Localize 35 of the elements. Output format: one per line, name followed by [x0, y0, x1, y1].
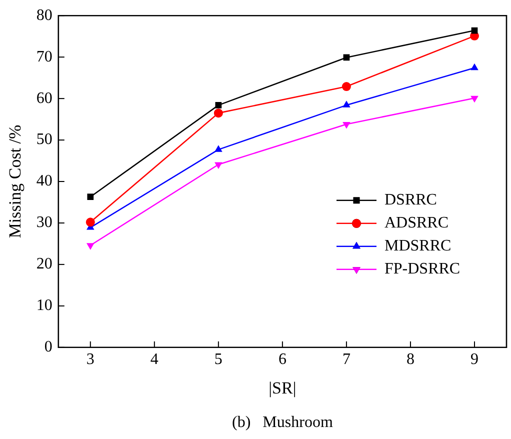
point	[342, 82, 351, 92]
x-tick-label: 3	[86, 351, 94, 368]
x-tick-label: 6	[278, 351, 286, 368]
y-tick-label: 60	[36, 90, 52, 107]
legend-label: MDSRRC	[384, 238, 452, 255]
point	[470, 63, 478, 70]
legend-label: DSRRC	[384, 192, 437, 209]
legend-label: FP-DSRRC	[384, 260, 460, 278]
point	[86, 243, 94, 250]
point	[214, 145, 222, 152]
point	[86, 218, 95, 227]
point	[214, 108, 223, 118]
point	[215, 102, 222, 108]
y-axis-title: Missing Cost /%	[6, 124, 25, 238]
y-tick-label: 0	[44, 338, 52, 356]
point	[214, 162, 222, 169]
y-tick-label: 30	[36, 214, 52, 232]
y-tick-label: 80	[36, 6, 52, 24]
y-tick-label: 40	[36, 172, 52, 190]
x-tick-label: 8	[406, 351, 414, 368]
y-tick-label: 50	[36, 131, 52, 148]
text: (b) Mushroom	[232, 414, 334, 432]
x-tick-label: 7	[342, 351, 350, 368]
point	[87, 194, 94, 200]
point	[470, 96, 478, 103]
x-tick-label: 9	[470, 351, 478, 368]
legend-label: ADSRRC	[384, 214, 449, 232]
x-tick-label: 4	[150, 351, 158, 368]
x-tick-label: 5	[214, 351, 222, 368]
y-tick-label: 70	[36, 48, 52, 66]
y-tick-label: 10	[36, 297, 52, 314]
point	[342, 100, 350, 108]
point	[342, 122, 350, 129]
x-axis-title: |SR|	[268, 378, 296, 398]
y-tick-label: 20	[36, 256, 52, 273]
